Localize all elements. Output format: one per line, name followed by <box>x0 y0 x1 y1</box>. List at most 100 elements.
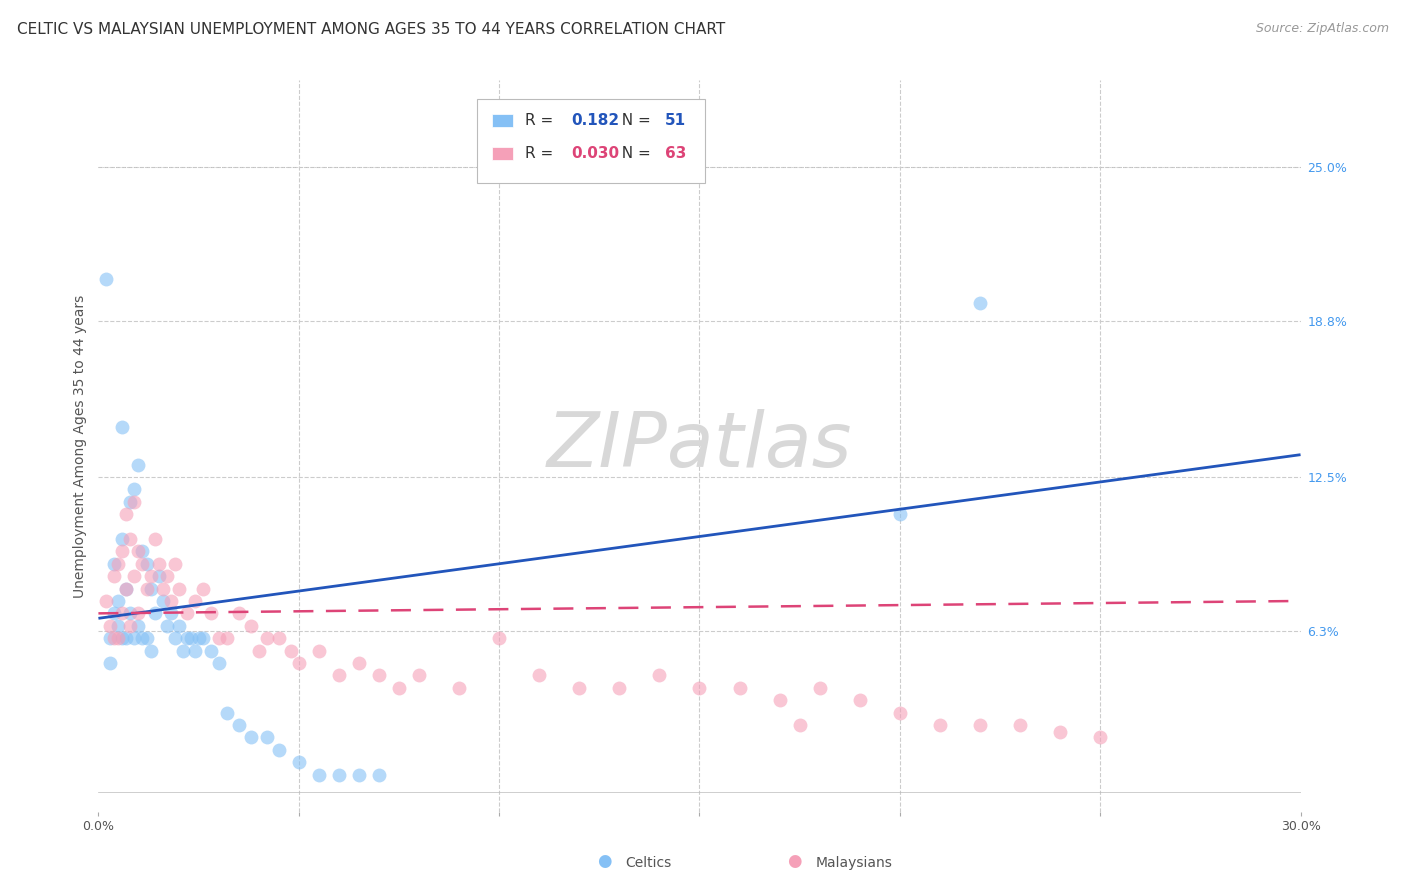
Point <box>115 507 138 521</box>
Point <box>228 718 250 732</box>
Point <box>368 767 391 781</box>
Point <box>120 532 142 546</box>
Point <box>115 582 138 596</box>
Point <box>969 718 991 732</box>
Point <box>183 594 205 608</box>
Point <box>308 643 330 657</box>
Point <box>728 681 751 695</box>
Point <box>256 731 278 745</box>
Point <box>215 631 238 645</box>
Point <box>107 619 129 633</box>
Point <box>288 656 311 670</box>
Point <box>128 619 150 633</box>
Point <box>769 693 792 707</box>
Point <box>1088 731 1111 745</box>
Point <box>103 557 125 571</box>
Point <box>808 681 831 695</box>
Point <box>167 619 190 633</box>
Point <box>155 569 177 583</box>
Point <box>115 582 138 596</box>
Text: ●: ● <box>787 852 801 870</box>
Point <box>191 631 214 645</box>
Point <box>447 681 470 695</box>
Text: 51: 51 <box>665 113 686 128</box>
Text: 0.182: 0.182 <box>571 113 619 128</box>
Point <box>388 681 411 695</box>
Point <box>111 544 134 558</box>
Point <box>155 619 177 633</box>
Point <box>368 668 391 682</box>
Point <box>152 594 174 608</box>
Point <box>648 668 671 682</box>
Point <box>609 681 631 695</box>
Point <box>208 656 231 670</box>
Text: ●: ● <box>598 852 612 870</box>
Point <box>1010 718 1032 732</box>
Point <box>139 569 162 583</box>
Point <box>131 544 153 558</box>
Point <box>267 743 290 757</box>
Point <box>135 631 157 645</box>
Point <box>124 631 146 645</box>
Point <box>100 619 122 633</box>
Point <box>148 569 170 583</box>
Point <box>148 557 170 571</box>
Point <box>568 681 591 695</box>
Text: N =: N = <box>612 146 655 161</box>
Point <box>347 656 370 670</box>
Point <box>163 557 186 571</box>
Point <box>200 607 222 621</box>
FancyBboxPatch shape <box>492 114 513 127</box>
Point <box>488 631 510 645</box>
Point <box>107 594 129 608</box>
Text: N =: N = <box>612 113 655 128</box>
Point <box>215 706 238 720</box>
Point <box>529 668 551 682</box>
Point <box>889 507 911 521</box>
Point <box>239 619 262 633</box>
Point <box>889 706 911 720</box>
Point <box>139 643 162 657</box>
Point <box>124 483 146 497</box>
Point <box>128 607 150 621</box>
Point <box>167 582 190 596</box>
Point <box>929 718 952 732</box>
Point <box>143 607 166 621</box>
Point <box>176 607 198 621</box>
Point <box>152 582 174 596</box>
Point <box>689 681 711 695</box>
Point <box>111 607 134 621</box>
Text: R =: R = <box>526 146 558 161</box>
Point <box>128 544 150 558</box>
Point <box>103 631 125 645</box>
Point <box>408 668 430 682</box>
Point <box>969 296 991 310</box>
Point <box>849 693 872 707</box>
Point <box>180 631 202 645</box>
Point <box>200 643 222 657</box>
Point <box>789 718 811 732</box>
Point <box>135 557 157 571</box>
Point <box>96 271 118 285</box>
Point <box>128 458 150 472</box>
Point <box>139 582 162 596</box>
Point <box>172 643 194 657</box>
Point <box>163 631 186 645</box>
Text: CELTIC VS MALAYSIAN UNEMPLOYMENT AMONG AGES 35 TO 44 YEARS CORRELATION CHART: CELTIC VS MALAYSIAN UNEMPLOYMENT AMONG A… <box>17 22 725 37</box>
Text: R =: R = <box>526 113 558 128</box>
Point <box>183 643 205 657</box>
Point <box>111 631 134 645</box>
Point <box>100 631 122 645</box>
Point <box>191 582 214 596</box>
Point <box>328 767 350 781</box>
Point <box>228 607 250 621</box>
Point <box>256 631 278 645</box>
Text: 0.030: 0.030 <box>571 146 619 161</box>
Point <box>308 767 330 781</box>
Text: ZIPatlas: ZIPatlas <box>547 409 852 483</box>
Point <box>120 619 142 633</box>
Point <box>347 767 370 781</box>
FancyBboxPatch shape <box>477 99 706 183</box>
Point <box>120 495 142 509</box>
Point <box>187 631 209 645</box>
